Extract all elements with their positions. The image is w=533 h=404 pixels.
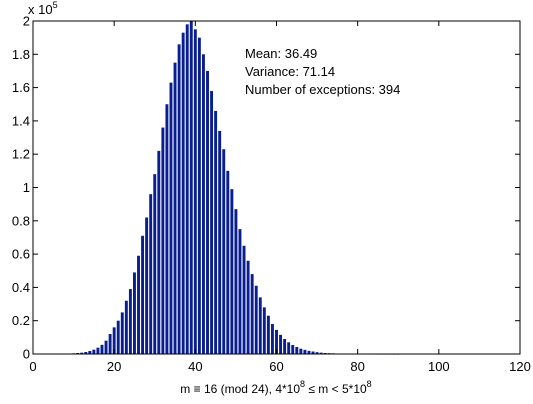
bar (262, 307, 266, 354)
bar (238, 229, 242, 355)
bar (120, 312, 124, 355)
bar (181, 32, 185, 354)
x-axis-label-part-a: m ≡ 16 (mod 24), 4*10 (180, 382, 300, 396)
bar (133, 272, 136, 354)
bar (242, 245, 246, 354)
bar (149, 194, 153, 354)
ticks-group (32, 20, 521, 355)
bar (173, 62, 177, 355)
bar (299, 348, 303, 354)
bar (287, 342, 291, 354)
bar (295, 347, 299, 354)
bar (104, 340, 108, 354)
bar (124, 300, 128, 354)
bar (254, 285, 258, 354)
bar (283, 339, 287, 354)
y-tick-label: 1.6 (12, 80, 30, 95)
y-multiplier-base: x 10 (28, 2, 53, 17)
bar (116, 320, 120, 354)
bar (108, 334, 112, 354)
bar (214, 110, 218, 354)
bar (291, 345, 295, 354)
bar (315, 352, 319, 354)
bar (210, 90, 214, 355)
bar (157, 150, 161, 354)
bar (307, 350, 311, 354)
bar (177, 44, 181, 355)
bar (193, 29, 197, 354)
bar (141, 235, 145, 354)
x-tick-label: 100 (428, 359, 450, 374)
bar (100, 344, 104, 354)
bar (279, 334, 283, 354)
bar (303, 349, 307, 354)
y-tick-label: 0 (23, 347, 30, 362)
bar (197, 37, 201, 355)
annotation-mean: Mean: 36.49 (245, 46, 317, 61)
y-tick-label: 0.6 (12, 247, 30, 262)
bar (189, 21, 193, 354)
bar (319, 352, 323, 354)
y-tick-label: 0.8 (12, 213, 30, 228)
bar (222, 149, 226, 354)
x-tick-label: 20 (107, 359, 121, 374)
bar (226, 170, 230, 354)
bar (137, 255, 140, 354)
bar (185, 24, 189, 355)
bar (258, 297, 262, 354)
x-tick-label: 0 (29, 359, 36, 374)
bar (92, 349, 96, 354)
x-tick-label: 120 (509, 359, 531, 374)
bar (218, 130, 222, 354)
y-tick-label: 0.4 (12, 280, 30, 295)
y-multiplier: x 105 (28, 0, 58, 17)
bar (201, 54, 205, 355)
x-tick-label: 60 (269, 359, 283, 374)
y-multiplier-exp: 5 (53, 0, 58, 10)
bar (80, 352, 84, 354)
bar (153, 174, 157, 354)
y-tick-label: 1.8 (12, 47, 30, 62)
bar (165, 104, 169, 354)
bar (112, 327, 116, 354)
bar (270, 324, 274, 354)
y-tick-label: 0.2 (12, 313, 30, 328)
bar (88, 351, 92, 354)
y-tick-label: 1.2 (12, 147, 30, 162)
bar (275, 329, 278, 354)
bar (145, 217, 149, 354)
annotation-exceptions: Number of exceptions: 394 (245, 82, 400, 97)
annotation-variance: Variance: 71.14 (245, 64, 335, 79)
bar (96, 347, 100, 354)
bar (161, 127, 165, 354)
bar (84, 352, 88, 354)
y-tick-label: 1 (23, 180, 30, 195)
tick-labels-group: 0 20 40 60 80 100 120 0 0.2 0.4 0.6 0.8 1 1.2 1.4 1.6 1.… (12, 14, 531, 375)
bar (250, 274, 254, 354)
bar (266, 315, 270, 354)
bar (230, 189, 234, 354)
y-tick-label: 2 (23, 14, 30, 29)
plot-background (33, 21, 520, 354)
y-tick-label: 1.4 (12, 113, 30, 128)
bar (311, 351, 315, 354)
bar (234, 209, 238, 354)
bar (169, 82, 173, 355)
x-axis-label-sup-a: 8 (300, 379, 305, 389)
bar (128, 289, 132, 354)
bar (206, 70, 209, 354)
x-axis-label: m ≡ 16 (mod 24), 4*108 ≤ m < 5*108 (180, 379, 371, 396)
x-tick-label: 80 (350, 359, 364, 374)
bars-group (59, 21, 400, 355)
x-tick-label: 40 (188, 359, 202, 374)
x-axis-label-sup-b: 8 (367, 379, 372, 389)
x-axis-label-part-b: ≤ m < 5*10 (305, 382, 367, 396)
bar (246, 260, 250, 354)
